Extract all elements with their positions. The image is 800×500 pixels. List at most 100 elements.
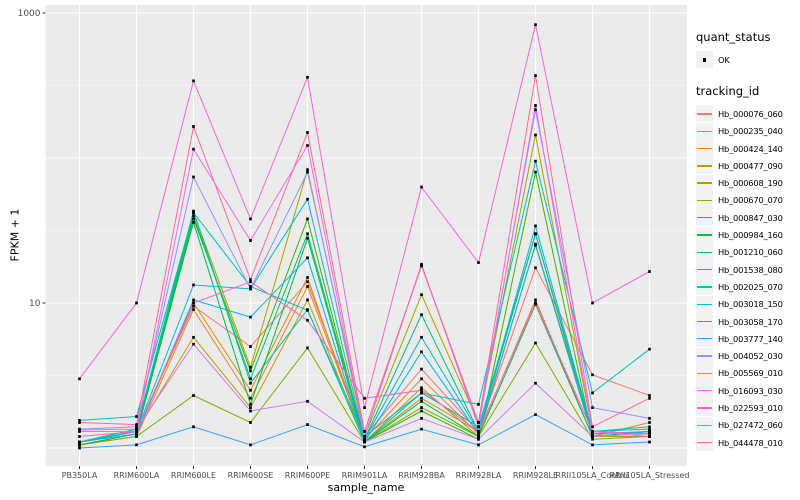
- legend-entry-Hb_000477_090: Hb_000477_090: [696, 157, 800, 175]
- legend-line-icon: [697, 251, 712, 253]
- legend-line-icon: [697, 320, 712, 323]
- legend-entry-Hb_000608_190: Hb_000608_190: [696, 174, 800, 192]
- legend-key-swatch: [696, 140, 713, 158]
- legend-entry-Hb_005569_010: Hb_005569_010: [696, 364, 800, 382]
- legend-key-swatch: [696, 261, 713, 279]
- legend-line-icon: [697, 182, 712, 184]
- legend-entry-Hb_003777_140: Hb_003777_140: [696, 330, 800, 348]
- legend-line-icon: [697, 407, 712, 409]
- legend-entry-label: Hb_004052_030: [718, 351, 783, 362]
- legend-line-icon: [697, 424, 712, 426]
- legend-line-icon: [697, 234, 712, 236]
- x-tick-label: RRIM928LA: [456, 471, 502, 480]
- legend-key-swatch: [696, 382, 713, 400]
- legend-entry-Hb_016093_030: Hb_016093_030: [696, 382, 800, 400]
- legend-entry-Hb_000984_160: Hb_000984_160: [696, 226, 800, 244]
- legend-entry-label: Hb_002025_070: [718, 281, 783, 292]
- legend-line-icon: [697, 113, 712, 115]
- axis-ticks: 1000 10 PB350LA RRIM600LA RRIM600LE RRIM600SE…: [18, 9, 690, 480]
- legend-line-icon: [697, 130, 712, 132]
- legend-line-icon: [697, 338, 712, 340]
- legend-entry-Hb_004052_030: Hb_004052_030: [696, 347, 800, 365]
- legend-entry-label: Hb_000424_140: [718, 143, 783, 154]
- legend-entry-label: Hb_000847_030: [718, 212, 783, 223]
- legend-entry-Hb_001210_060: Hb_001210_060: [696, 243, 800, 261]
- legend-key-swatch: [696, 278, 713, 296]
- legend-key-ok: [696, 51, 713, 69]
- legend-entry-label: Hb_000608_190: [718, 178, 783, 189]
- legend-entry-Hb_003058_170: Hb_003058_170: [696, 313, 800, 330]
- legend: quant_status OK tracking_id Hb_000076_06…: [696, 30, 800, 452]
- y-tick-label: 10: [29, 299, 41, 309]
- legend-entry-label: Hb_001210_060: [718, 247, 783, 258]
- legend-line-icon: [697, 389, 712, 392]
- x-axis-title: sample_name: [327, 481, 405, 494]
- x-tick-label: RRIM600PE: [285, 471, 331, 480]
- legend-key-swatch: [696, 364, 713, 382]
- legend-line-icon: [697, 268, 712, 271]
- legend-quant-status-title: quant_status: [696, 30, 771, 44]
- legend-line-icon: [697, 286, 712, 288]
- legend-entry-Hb_022593_010: Hb_022593_010: [696, 399, 800, 417]
- legend-entry-ok: OK: [696, 51, 800, 69]
- data-points: [78, 23, 651, 450]
- legend-entry-label: Hb_003058_170: [718, 316, 783, 327]
- x-tick-label: PB350LA: [62, 471, 98, 480]
- legend-entry-label: Hb_000076_060: [718, 108, 783, 119]
- y-tick-label: 1000: [18, 9, 41, 19]
- legend-line-icon: [697, 165, 712, 167]
- legend-entry-Hb_044478_010: Hb_044478_010: [696, 434, 800, 452]
- ok-point-icon: [703, 58, 707, 62]
- legend-entry-Hb_002025_070: Hb_002025_070: [696, 278, 800, 296]
- legend-line-icon: [697, 199, 712, 202]
- legend-entry-label: Hb_022593_010: [718, 402, 783, 413]
- x-tick-label: RRIM600SE: [228, 471, 274, 480]
- legend-key-swatch: [696, 226, 713, 244]
- legend-entry-Hb_000424_140: Hb_000424_140: [696, 140, 800, 158]
- legend-entry-label: Hb_044478_010: [718, 437, 783, 448]
- x-tick-label: RRIM600LA: [114, 471, 160, 480]
- legend-line-icon: [697, 217, 712, 219]
- x-tick-label: RRIM600LE: [171, 471, 216, 480]
- legend-entry-label: Hb_027472_060: [718, 420, 783, 431]
- legend-entry-label: Hb_016093_030: [718, 385, 783, 396]
- legend-key-swatch: [696, 174, 713, 192]
- legend-line-icon: [697, 147, 712, 150]
- legend-entry-label: Hb_003777_140: [718, 333, 783, 344]
- legend-key-swatch: [696, 191, 713, 209]
- y-axis-title: FPKM + 1: [8, 208, 22, 262]
- legend-line-icon: [697, 355, 712, 357]
- legend-key-swatch: [696, 434, 713, 452]
- legend-entry-label: Hb_005569_010: [718, 368, 783, 379]
- legend-key-swatch: [696, 209, 713, 227]
- legend-line-icon: [697, 372, 712, 375]
- legend-tracking-id-title: tracking_id: [696, 84, 760, 99]
- legend-line-icon: [697, 441, 712, 444]
- x-tick-label: RRIM928BA: [398, 471, 445, 480]
- legend-line-icon: [697, 303, 712, 305]
- legend-entry-label: Hb_003018_150: [718, 299, 783, 310]
- x-tick-label: RRII105LA_Control: [555, 471, 629, 480]
- legend-key-swatch: [696, 330, 713, 348]
- legend-key-swatch: [696, 157, 713, 175]
- legend-entry-Hb_000847_030: Hb_000847_030: [696, 209, 800, 227]
- legend-entry-label: Hb_001538_080: [718, 264, 783, 275]
- legend-key-swatch: [696, 243, 713, 261]
- legend-entry-Hb_000076_060: Hb_000076_060: [696, 105, 800, 123]
- legend-entry-label: Hb_000477_090: [718, 160, 783, 171]
- x-tick-label: RRII105LA_Stressed: [610, 471, 690, 480]
- legend-entry-label: Hb_000670_070: [718, 195, 783, 206]
- legend-key-swatch: [696, 416, 713, 434]
- legend-entry-Hb_000235_040: Hb_000235_040: [696, 122, 800, 140]
- x-tick-label: RRIM928LE: [513, 471, 558, 480]
- legend-key-swatch: [696, 105, 713, 123]
- legend-key-swatch: [696, 122, 713, 140]
- legend-ok-label: OK: [718, 54, 730, 65]
- legend-tracking-entries: Hb_000076_060 Hb_000235_040 Hb_000424_140 H…: [696, 105, 800, 452]
- legend-key-swatch: [696, 295, 713, 313]
- x-tick-label: RRIM901LA: [342, 471, 388, 480]
- legend-entry-label: Hb_000984_160: [718, 230, 783, 241]
- legend-key-swatch: [696, 399, 713, 417]
